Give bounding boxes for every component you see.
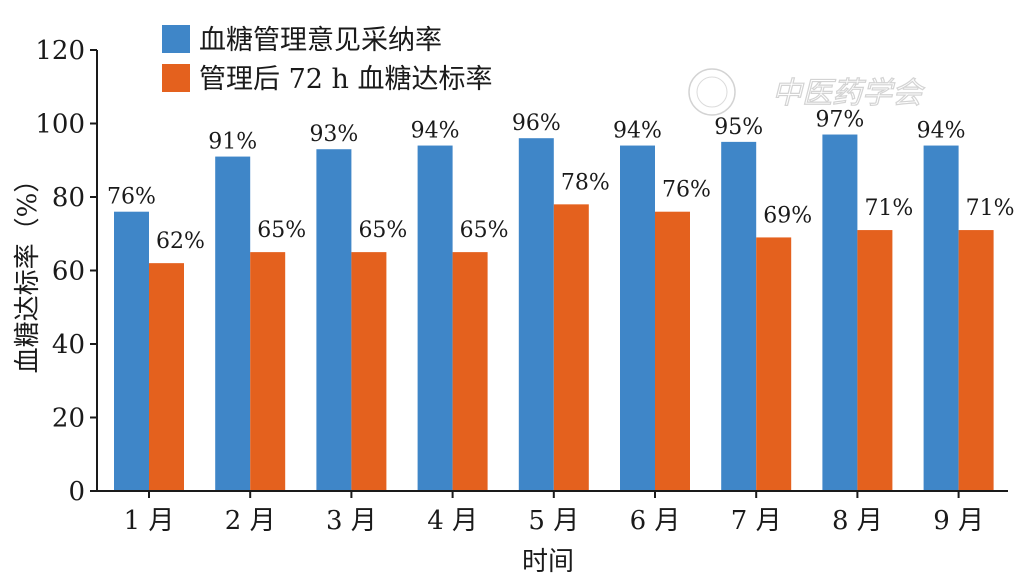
bar-compliance-7	[756, 237, 792, 491]
bar-adoption-1	[114, 211, 149, 491]
y-tick-label-40: 40	[52, 330, 85, 360]
x-axis-title: 时间	[522, 547, 574, 577]
legend-label-adoption: 血糖管理意见采纳率	[199, 25, 442, 56]
bar-adoption-8	[822, 134, 858, 491]
watermark: 中医药学会	[688, 68, 926, 116]
x-tick-label-9: 9 月	[933, 506, 984, 536]
bar-adoption-3	[316, 149, 352, 491]
bar-compliance-2	[250, 252, 286, 491]
data-label-adoption-5: 96%	[512, 111, 561, 136]
data-label-adoption-9: 94%	[917, 119, 966, 144]
x-tick-label-5: 5 月	[528, 506, 579, 536]
seal-emblem-inner-icon	[696, 76, 728, 108]
y-axis-title: 血糖达标率（%）	[13, 167, 43, 374]
bar-compliance-4	[452, 252, 488, 491]
x-tick-label-3: 3 月	[326, 506, 377, 536]
data-label-adoption-2: 91%	[208, 130, 257, 155]
x-tick-label-2: 2 月	[225, 506, 276, 536]
data-label-adoption-7: 95%	[714, 115, 763, 140]
legend-swatch-compliance	[162, 64, 190, 92]
bar-adoption-7	[721, 141, 757, 491]
data-label-compliance-9: 71%	[966, 196, 1015, 221]
legend-label-compliance: 管理后 72 h 血糖达标率	[199, 64, 493, 95]
bar-compliance-8	[857, 230, 893, 491]
data-label-compliance-3: 65%	[358, 218, 407, 243]
bar-adoption-4	[417, 145, 453, 492]
x-tick-label-6: 6 月	[630, 506, 681, 536]
data-label-adoption-1: 76%	[107, 185, 156, 210]
data-label-adoption-8: 97%	[815, 108, 864, 133]
bar-compliance-5	[553, 204, 589, 491]
data-label-adoption-4: 94%	[411, 119, 460, 144]
bars	[114, 134, 994, 492]
bar-compliance-3	[351, 252, 387, 491]
data-label-compliance-7: 69%	[763, 203, 812, 228]
data-label-adoption-3: 93%	[309, 122, 358, 147]
bar-adoption-5	[518, 138, 554, 491]
watermark-text: 中医药学会	[772, 76, 925, 111]
data-label-compliance-1: 62%	[156, 229, 205, 254]
bar-compliance-6	[655, 211, 690, 491]
x-tick-label-8: 8 月	[832, 506, 883, 536]
bar-adoption-9	[923, 145, 959, 492]
data-labels: 76%62%91%65%93%65%94%65%96%78%94%76%95%6…	[107, 108, 1015, 255]
seal-emblem-icon	[688, 68, 736, 116]
data-label-compliance-6: 76%	[662, 178, 711, 203]
y-tick-label-0: 0	[68, 477, 85, 507]
y-tick-label-100: 100	[35, 110, 85, 140]
y-tick-label-120: 120	[35, 36, 85, 66]
axes: 0 20 40 60 80 100 120 1 月 2 月 3 月 4 月 5 月 6 月 7 月 8 月 9…	[35, 36, 1008, 536]
y-tick-label-80: 80	[52, 183, 85, 213]
bar-adoption-2	[215, 156, 251, 491]
data-label-compliance-8: 71%	[864, 196, 913, 221]
x-tick-label-7: 7 月	[731, 506, 782, 536]
data-label-compliance-4: 65%	[460, 218, 509, 243]
bar-compliance-9	[958, 230, 994, 491]
data-label-compliance-2: 65%	[257, 218, 306, 243]
x-tick-label-4: 4 月	[427, 506, 478, 536]
data-label-compliance-5: 78%	[561, 170, 610, 195]
bar-compliance-1	[149, 263, 184, 491]
legend-swatch-adoption	[162, 25, 190, 53]
y-tick-label-60: 60	[52, 257, 85, 287]
data-label-adoption-6: 94%	[613, 119, 662, 144]
y-tick-label-20: 20	[52, 404, 85, 434]
x-tick-label-1: 1 月	[124, 506, 175, 536]
bar-adoption-6	[620, 145, 655, 492]
